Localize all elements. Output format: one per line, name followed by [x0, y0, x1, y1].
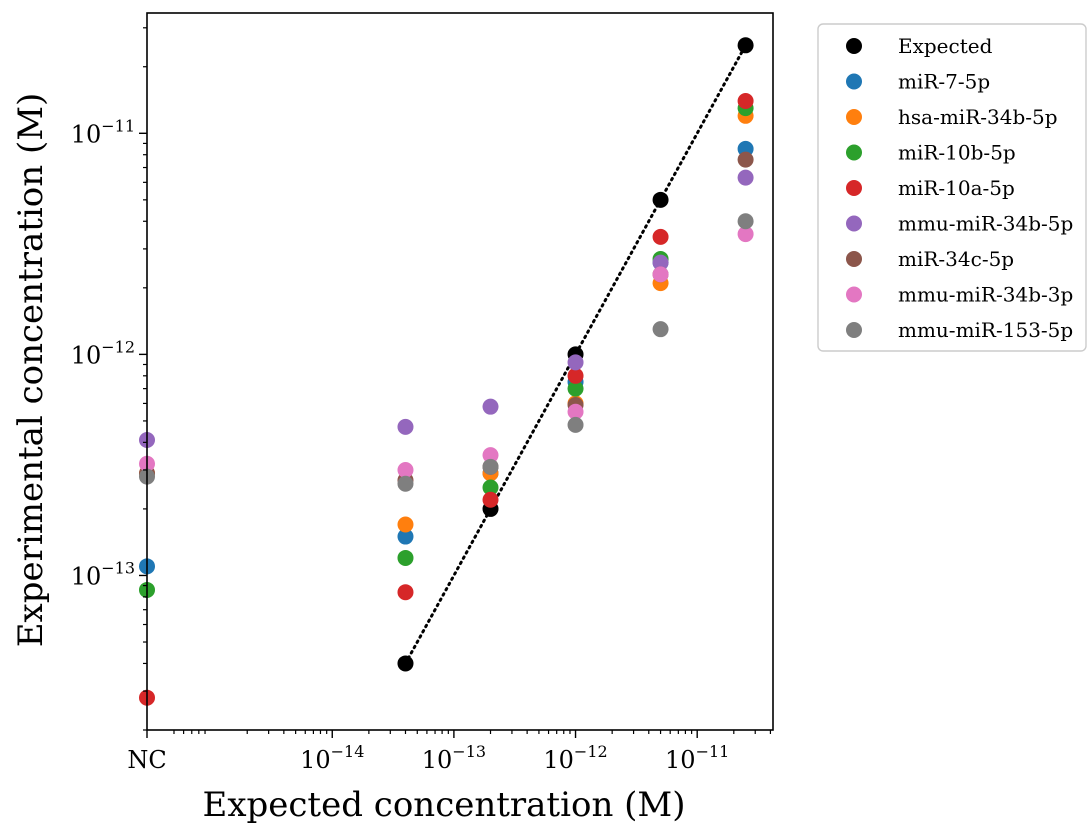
legend-marker-mir-10b-5p — [846, 144, 862, 161]
point-mir-10b-5p — [397, 549, 414, 566]
legend-label: mmu-miR-34b-3p — [898, 283, 1073, 307]
point-mmu-mir-34b-5p — [567, 354, 584, 371]
point-mmu-mir-153-5p — [652, 321, 669, 338]
legend-label: mmu-miR-153-5p — [898, 318, 1073, 342]
point-mmu-mir-34b-5p — [397, 418, 414, 435]
x-tick-label: 10−12 — [543, 742, 607, 774]
y-tick-label: 10−13 — [71, 558, 135, 590]
legend-label: hsa-miR-34b-5p — [898, 105, 1058, 129]
x-tick-label: NC — [127, 746, 166, 774]
x-axis-label: Expected concentration (M) — [203, 785, 686, 823]
point-mir-10a-5p — [397, 584, 414, 601]
point-hsa-mir-34b-5p — [397, 516, 414, 533]
legend-label: mmu-miR-34b-5p — [898, 212, 1073, 236]
legend-label: miR-7-5p — [898, 70, 990, 94]
point-mmu-mir-34b-5p — [737, 169, 754, 186]
legend-marker-mmu-mir-34b-5p — [846, 215, 862, 232]
plot-area-frame — [146, 12, 774, 731]
point-mir-34c-5p — [737, 151, 754, 168]
point-mir-10b-5p — [567, 380, 584, 397]
y-tick-label: 10−11 — [71, 116, 135, 148]
point-mmu-mir-153-5p — [397, 475, 414, 492]
legend-frame — [817, 23, 1087, 352]
point-mmu-mir-153-5p — [567, 416, 584, 433]
point-mir-10a-5p — [567, 367, 584, 384]
legend: Expected miR-7-5p hsa-miR-34b-5p miR-10b-5p… — [817, 23, 1087, 352]
point-mmu-mir-34b-5p — [652, 254, 669, 271]
legend-label: miR-34c-5p — [898, 247, 1014, 271]
legend-marker-hsa-mir-34b-5p — [846, 109, 862, 125]
point-mmu-mir-34b-3p — [737, 226, 754, 243]
point-mir-10a-5p — [652, 228, 669, 245]
point-mmu-mir-34b-3p — [397, 461, 414, 478]
axis-ticks-layer: 10−13 10−12 10−11 NC 10−14 10−13 10−12 10−11 — [71, 27, 772, 774]
point-expected — [397, 655, 414, 672]
legend-marker-expected — [846, 38, 862, 54]
point-mmu-mir-153-5p — [737, 213, 754, 230]
point-mir-10a-5p — [737, 92, 754, 109]
legend-marker-mir-34c-5p — [846, 251, 862, 267]
legend-marker-mmu-mir-34b-3p — [846, 286, 862, 303]
legend-marker-mir-10a-5p — [846, 180, 862, 196]
point-mir-10a-5p — [482, 491, 499, 508]
point-mmu-mir-34b-3p — [652, 266, 669, 283]
legend-marker-mir-7-5p — [846, 73, 862, 90]
legend-label: miR-10a-5p — [898, 176, 1015, 200]
point-mmu-mir-34b-3p — [567, 403, 584, 420]
y-axis-label: Experimental concentration (M) — [11, 93, 51, 648]
point-mmu-mir-153-5p — [482, 458, 499, 475]
y-tick-label: 10−12 — [71, 337, 135, 369]
point-mmu-mir-34b-5p — [482, 398, 499, 415]
point-mir-10b-5p — [482, 479, 499, 496]
legend-label: Expected — [898, 34, 993, 58]
point-mmu-mir-34b-3p — [482, 447, 499, 464]
x-tick-label: 10−14 — [300, 742, 364, 774]
x-tick-label: 10−11 — [665, 742, 729, 774]
x-tick-label: 10−13 — [422, 742, 486, 774]
data-points-layer — [139, 37, 754, 706]
point-expected — [652, 191, 669, 208]
point-mir-7-5p — [397, 528, 414, 545]
legend-marker-mmu-mir-153-5p — [846, 322, 862, 338]
legend-label: miR-10b-5p — [898, 141, 1016, 165]
point-expected — [737, 37, 754, 54]
